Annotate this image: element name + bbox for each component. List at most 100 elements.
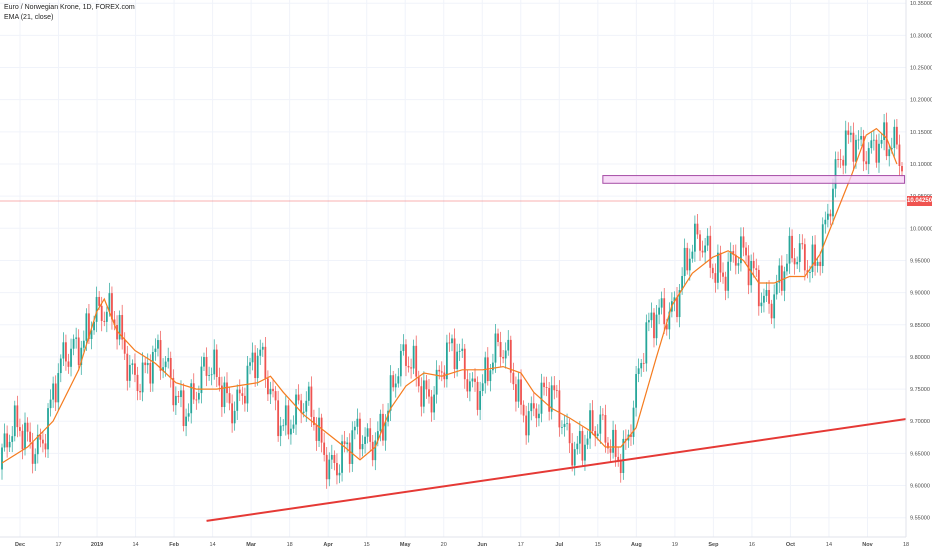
candle-body <box>300 400 303 413</box>
candle-body <box>272 388 274 392</box>
candle-body <box>305 400 308 412</box>
candle-body <box>93 321 95 331</box>
candle-body <box>584 444 586 461</box>
price-tick-label: 10.35000 <box>910 1 932 7</box>
candle-body <box>775 282 778 295</box>
candle-body <box>364 436 366 445</box>
candle-body <box>566 423 568 425</box>
candle-body <box>512 372 515 385</box>
candle-body <box>18 427 21 431</box>
candle-body <box>783 271 786 291</box>
candle-body <box>763 295 765 303</box>
candle-body <box>251 352 254 363</box>
candle-body <box>612 429 614 453</box>
time-tick-label: Oct <box>786 542 795 548</box>
time-tick-label: 19 <box>672 542 678 548</box>
candle-body <box>351 430 354 464</box>
candle-body <box>82 340 85 348</box>
candle-body <box>412 345 415 369</box>
candle-body <box>701 250 704 253</box>
candle-body <box>530 403 533 412</box>
candle-body <box>192 383 195 400</box>
candle-body <box>287 405 290 435</box>
candle-body <box>581 431 584 461</box>
candle-body <box>90 330 93 339</box>
indicator-label: EMA (21, close) <box>4 14 54 21</box>
time-tick-label: 18 <box>287 542 293 548</box>
candle-body <box>338 472 341 476</box>
candle-body <box>862 135 865 162</box>
candle-body <box>323 442 326 455</box>
candle-body <box>131 363 134 365</box>
candle-body <box>796 261 799 265</box>
time-tick-label: Jun <box>477 542 487 548</box>
chart-grid <box>0 0 907 537</box>
candle-body <box>507 339 510 351</box>
candle-body <box>704 245 707 253</box>
candle-body <box>499 342 502 358</box>
time-axis-bg[interactable] <box>0 537 906 550</box>
candle-body <box>686 247 689 271</box>
resistance-zone[interactable] <box>602 175 906 184</box>
price-tick-label: 9.55000 <box>910 516 930 522</box>
candle-body <box>435 369 438 395</box>
candle-body <box>361 444 364 450</box>
candle-body <box>481 383 484 392</box>
candle-body <box>24 422 26 450</box>
candle-body <box>747 255 750 286</box>
candle-body <box>832 188 834 217</box>
candle-body <box>254 352 257 379</box>
candle-body <box>780 265 783 291</box>
candle-body <box>243 395 246 404</box>
candle-body <box>57 373 60 403</box>
candle-body <box>343 441 346 445</box>
candle-body <box>635 374 637 408</box>
candle-body <box>353 426 356 431</box>
candle-body <box>839 159 842 161</box>
candle-body <box>139 391 141 393</box>
price-tick-label: 9.75000 <box>910 387 930 393</box>
candle-body <box>898 144 901 166</box>
support-trendline[interactable] <box>206 414 932 522</box>
candle-body <box>798 243 801 262</box>
candle-body <box>849 132 852 135</box>
candle-body <box>880 139 883 144</box>
time-tick-label: Feb <box>169 542 179 548</box>
candle-body <box>768 290 770 304</box>
candle-body <box>742 236 745 248</box>
candle-body <box>809 271 811 273</box>
candle-body <box>154 348 157 352</box>
candle-body <box>144 362 147 366</box>
candle-body <box>872 139 875 141</box>
candle-body <box>433 394 436 413</box>
candle-body <box>62 342 65 359</box>
time-tick-label: May <box>400 542 412 548</box>
candle-body <box>231 403 234 424</box>
candle-body <box>550 385 553 412</box>
candle-body <box>29 431 32 442</box>
candle-body <box>622 438 625 474</box>
candle-body <box>760 302 763 307</box>
symbol-title: Euro / Norwegian Krone, 1D, FOREX.com <box>4 4 135 11</box>
candle-body <box>75 337 78 339</box>
candle-body <box>172 377 175 406</box>
time-tick-label: Dec <box>15 542 25 548</box>
candle-body <box>103 320 106 322</box>
candle-body <box>816 261 819 266</box>
price-tick-label: 9.60000 <box>910 484 930 490</box>
candle-body <box>134 363 136 375</box>
candle-body <box>655 314 658 339</box>
candle-body <box>394 383 397 388</box>
price-axis-bg[interactable] <box>906 0 932 550</box>
candle-body <box>504 350 507 359</box>
candle-body <box>642 362 645 364</box>
candle-body <box>438 369 441 372</box>
candle-body <box>42 439 44 444</box>
candle-body <box>693 223 696 252</box>
candle-body <box>681 276 684 291</box>
candle-body <box>653 312 655 339</box>
candle-body <box>778 265 781 283</box>
candle-body <box>6 433 9 448</box>
candle-body <box>415 345 418 377</box>
